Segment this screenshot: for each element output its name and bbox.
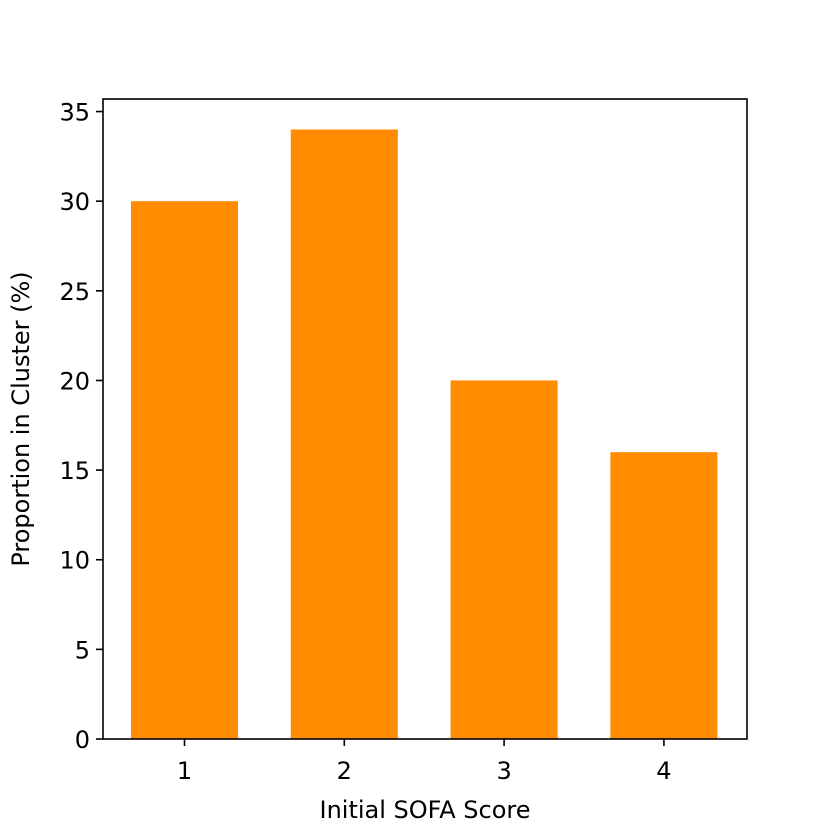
y-tick-label: 35 (59, 99, 90, 127)
x-tick-label: 2 (337, 757, 352, 785)
plot-frame (102, 98, 748, 740)
y-axis-label: Proportion in Cluster (%) (7, 271, 35, 566)
y-tick-label: 15 (59, 457, 90, 485)
bar-4 (610, 452, 718, 739)
y-axis-ticks: 0 5 10 15 20 25 30 35 (59, 99, 103, 754)
x-tick-label: 1 (177, 757, 192, 785)
bars-group (130, 129, 718, 739)
y-tick-label: 20 (59, 367, 90, 395)
y-tick-label: 30 (59, 188, 90, 216)
y-tick-label: 5 (75, 636, 90, 664)
bar-2 (290, 129, 398, 739)
x-tick-label: 4 (656, 757, 671, 785)
x-tick-label: 3 (496, 757, 511, 785)
x-axis-label: Initial SOFA Score (319, 796, 530, 824)
bar-1 (130, 201, 239, 739)
x-axis-ticks: 1 2 3 4 (177, 739, 672, 785)
y-tick-label: 10 (59, 547, 90, 575)
y-tick-label: 0 (75, 726, 90, 754)
y-tick-label: 25 (59, 278, 90, 306)
bar-3 (450, 380, 558, 739)
